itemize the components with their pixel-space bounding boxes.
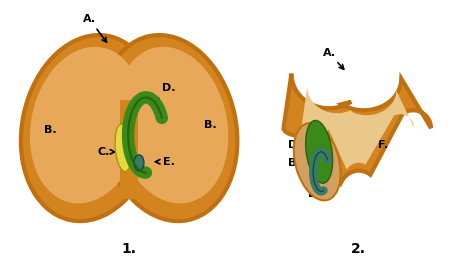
Text: F.: F. xyxy=(378,140,389,150)
Ellipse shape xyxy=(21,35,158,221)
Text: B.: B. xyxy=(44,125,56,135)
Polygon shape xyxy=(283,74,431,183)
Text: D.: D. xyxy=(288,140,307,150)
Polygon shape xyxy=(301,86,414,170)
Ellipse shape xyxy=(134,155,144,171)
Text: D.: D. xyxy=(152,84,175,105)
Text: E.: E. xyxy=(155,157,174,167)
Ellipse shape xyxy=(115,124,131,172)
Text: 1.: 1. xyxy=(122,242,137,256)
Ellipse shape xyxy=(306,120,333,183)
Ellipse shape xyxy=(294,123,341,200)
Text: E.: E. xyxy=(308,186,320,199)
FancyArrow shape xyxy=(120,100,138,199)
Text: 2.: 2. xyxy=(351,242,366,256)
Text: B.: B. xyxy=(288,158,306,168)
Ellipse shape xyxy=(115,47,228,203)
Text: B.: B. xyxy=(204,120,217,130)
Text: A.: A. xyxy=(322,48,344,69)
Ellipse shape xyxy=(30,47,143,203)
Text: C.: C. xyxy=(97,147,115,157)
Text: A.: A. xyxy=(83,14,107,42)
Ellipse shape xyxy=(100,35,237,221)
